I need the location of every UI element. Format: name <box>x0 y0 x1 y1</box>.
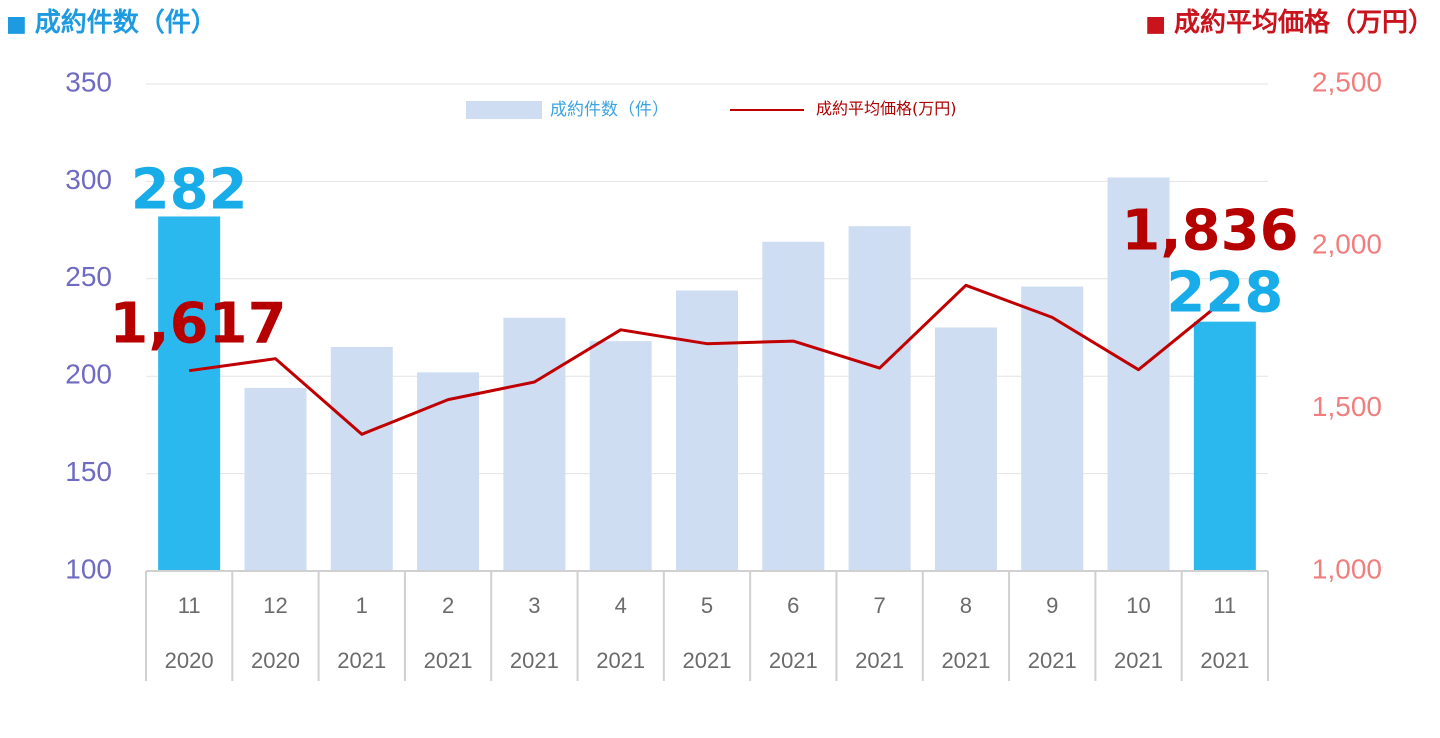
right-axis-tick-label: 1,000 <box>1312 553 1382 584</box>
right-axis-title: ■ 成約平均価格（万円） <box>1145 2 1434 39</box>
x-tick-year: 2021 <box>683 648 732 673</box>
x-tick-month: 3 <box>528 593 540 618</box>
legend-bar-label: 成約件数（件） <box>550 100 669 120</box>
bar <box>330 346 393 571</box>
left-title-text: 成約件数（件） <box>34 8 217 38</box>
price-line <box>188 283 1226 436</box>
bar-data-label-first: 282 <box>131 157 248 222</box>
left-axis-tick-label: 300 <box>65 164 112 195</box>
x-tick-year: 2020 <box>251 648 300 673</box>
bar <box>1107 177 1170 571</box>
legend-bar-swatch <box>466 101 542 119</box>
square-marker-icon: ■ <box>1145 12 1166 37</box>
line-data-label-first: 1,617 <box>109 292 286 357</box>
bar <box>762 241 825 571</box>
legend-line-label: 成約平均価格(万円) <box>816 99 957 118</box>
bar <box>244 387 307 571</box>
bar <box>848 226 911 572</box>
x-tick-month: 4 <box>615 593 627 618</box>
x-tick-year: 2021 <box>1200 648 1249 673</box>
bar <box>589 341 652 571</box>
bar <box>1193 321 1256 571</box>
x-tick-month: 8 <box>960 593 972 618</box>
x-tick-month: 10 <box>1126 593 1150 618</box>
x-tick-year: 2021 <box>1028 648 1077 673</box>
right-axis-tick-label: 1,500 <box>1312 391 1382 422</box>
x-tick-year: 2021 <box>596 648 645 673</box>
x-tick-year: 2020 <box>165 648 214 673</box>
x-tick-month: 9 <box>1046 593 1058 618</box>
bar <box>1021 286 1084 571</box>
x-tick-month: 12 <box>263 593 287 618</box>
bar <box>417 372 480 571</box>
x-tick-year: 2021 <box>424 648 473 673</box>
right-title-text: 成約平均価格（万円） <box>1173 8 1434 38</box>
left-axis-tick-label: 250 <box>65 261 112 292</box>
x-tick-year: 2021 <box>510 648 559 673</box>
x-tick-month: 7 <box>873 593 885 618</box>
bar-data-label-last: 228 <box>1166 261 1283 326</box>
x-tick-year: 2021 <box>1114 648 1163 673</box>
left-axis-tick-label: 150 <box>65 456 112 487</box>
x-tick-month: 5 <box>701 593 713 618</box>
bar <box>158 216 221 572</box>
left-axis-title: ■ 成約件数（件） <box>6 2 217 39</box>
bar <box>676 290 738 571</box>
right-axis-tick-label: 2,500 <box>1312 66 1382 97</box>
left-axis-tick-label: 100 <box>65 553 112 584</box>
line-data-label-last: 1,836 <box>1121 199 1298 264</box>
square-marker-icon: ■ <box>6 12 27 37</box>
x-tick-year: 2021 <box>941 648 990 673</box>
x-tick-year: 2021 <box>337 648 386 673</box>
x-tick-month: 6 <box>787 593 799 618</box>
bar <box>503 317 566 571</box>
x-tick-year: 2021 <box>855 648 904 673</box>
left-axis-tick-label: 200 <box>65 359 112 390</box>
x-tick-month: 11 <box>1213 593 1236 618</box>
legend-item-line: 成約平均価格(万円) <box>730 95 957 119</box>
x-tick-month: 1 <box>356 593 368 618</box>
x-tick-month: 11 <box>178 593 201 618</box>
left-axis-tick-label: 350 <box>65 66 112 97</box>
legend-item-bar: 成約件数（件） <box>466 95 669 120</box>
x-tick-year: 2021 <box>769 648 818 673</box>
bar <box>934 327 997 571</box>
legend-line-swatch <box>730 108 804 111</box>
x-tick-month: 2 <box>442 593 454 618</box>
right-axis-tick-label: 2,000 <box>1312 229 1382 260</box>
